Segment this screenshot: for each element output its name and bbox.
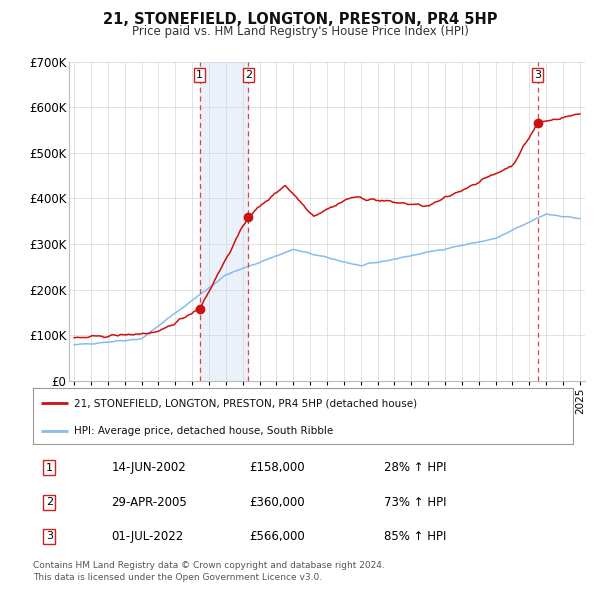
- Text: £360,000: £360,000: [249, 496, 305, 509]
- Text: 01-JUL-2022: 01-JUL-2022: [112, 530, 184, 543]
- Text: 21, STONEFIELD, LONGTON, PRESTON, PR4 5HP (detached house): 21, STONEFIELD, LONGTON, PRESTON, PR4 5H…: [74, 398, 416, 408]
- Text: 2: 2: [46, 497, 53, 507]
- Text: 73% ↑ HPI: 73% ↑ HPI: [384, 496, 446, 509]
- Text: 85% ↑ HPI: 85% ↑ HPI: [384, 530, 446, 543]
- Text: 3: 3: [46, 532, 53, 542]
- Text: 14-JUN-2002: 14-JUN-2002: [112, 461, 186, 474]
- Text: Contains HM Land Registry data © Crown copyright and database right 2024.
This d: Contains HM Land Registry data © Crown c…: [33, 560, 385, 582]
- Text: 1: 1: [196, 70, 203, 80]
- Text: 2: 2: [245, 70, 252, 80]
- Text: 28% ↑ HPI: 28% ↑ HPI: [384, 461, 446, 474]
- Text: 1: 1: [46, 463, 53, 473]
- Bar: [200, 62, 248, 381]
- Text: £566,000: £566,000: [249, 530, 305, 543]
- Text: 3: 3: [534, 70, 541, 80]
- Text: 21, STONEFIELD, LONGTON, PRESTON, PR4 5HP: 21, STONEFIELD, LONGTON, PRESTON, PR4 5H…: [103, 12, 497, 27]
- Text: 29-APR-2005: 29-APR-2005: [112, 496, 187, 509]
- Text: HPI: Average price, detached house, South Ribble: HPI: Average price, detached house, Sout…: [74, 427, 333, 437]
- Text: £158,000: £158,000: [249, 461, 305, 474]
- Text: Price paid vs. HM Land Registry's House Price Index (HPI): Price paid vs. HM Land Registry's House …: [131, 25, 469, 38]
